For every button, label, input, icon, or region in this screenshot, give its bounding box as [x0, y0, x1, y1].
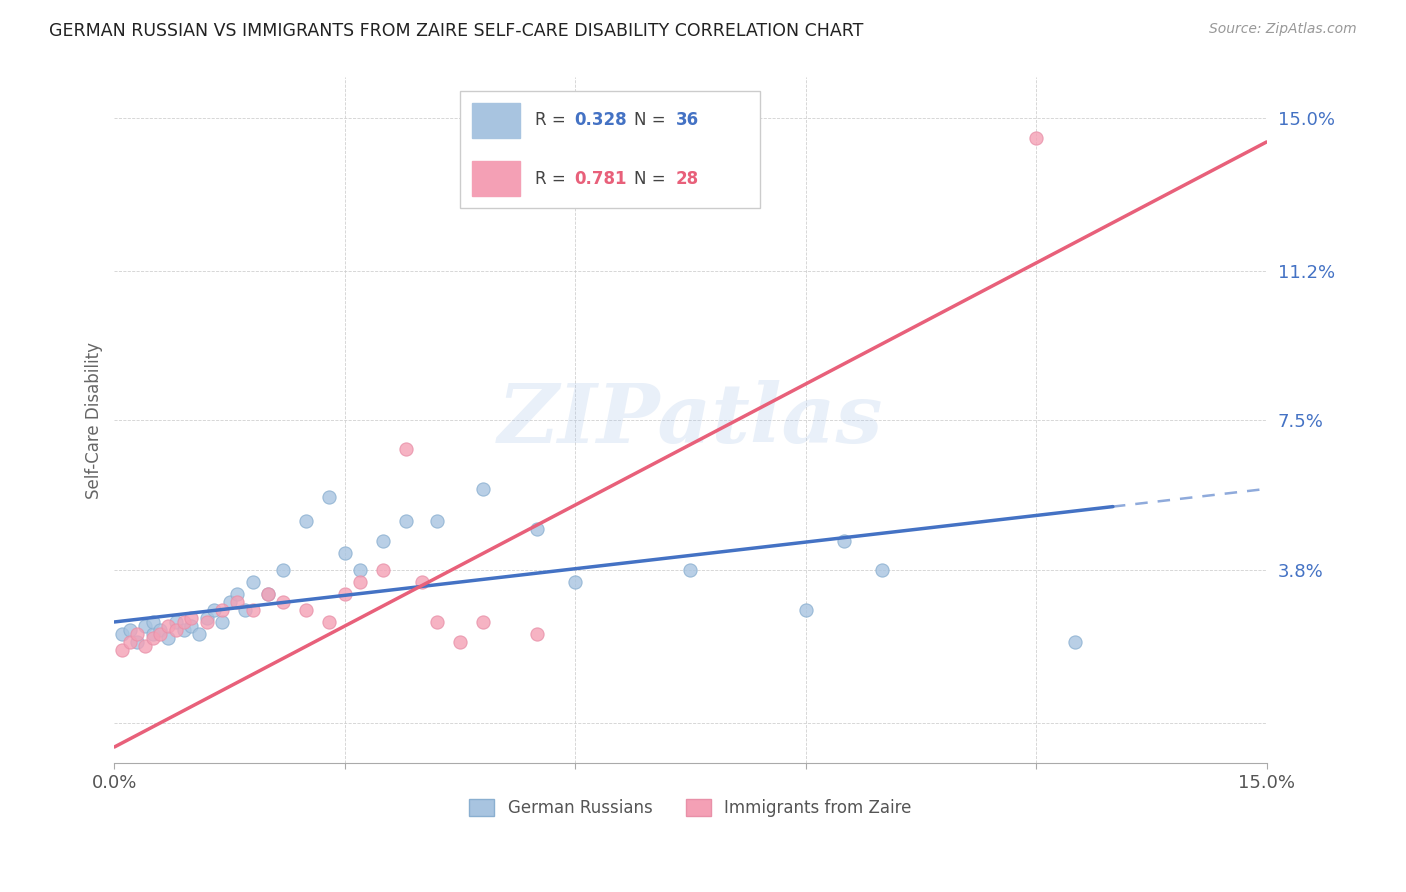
Point	[395, 514, 418, 528]
Point	[349, 574, 371, 589]
Point	[1063, 635, 1085, 649]
Point	[233, 603, 256, 617]
Point	[118, 635, 141, 649]
Point	[111, 627, 134, 641]
Point	[142, 631, 165, 645]
Point	[426, 514, 449, 528]
Point	[226, 587, 249, 601]
Point	[526, 522, 548, 536]
Point	[211, 603, 233, 617]
Point	[318, 615, 340, 629]
Point	[242, 574, 264, 589]
Point	[195, 615, 218, 629]
Point	[134, 639, 156, 653]
Point	[180, 619, 202, 633]
Point	[794, 603, 817, 617]
Point	[165, 615, 187, 629]
Point	[295, 603, 318, 617]
Point	[226, 595, 249, 609]
Point	[257, 587, 280, 601]
Point	[349, 562, 371, 576]
Point	[295, 514, 318, 528]
Point	[373, 562, 395, 576]
Point	[472, 615, 495, 629]
Point	[149, 627, 172, 641]
Point	[318, 490, 340, 504]
Point	[449, 635, 471, 649]
Point	[142, 615, 165, 629]
Point	[211, 615, 233, 629]
Point	[679, 562, 702, 576]
Point	[273, 562, 295, 576]
Point	[165, 623, 187, 637]
Point	[472, 482, 495, 496]
Point	[526, 627, 548, 641]
Point	[832, 534, 855, 549]
Point	[180, 611, 202, 625]
Point	[142, 627, 165, 641]
Point	[111, 643, 134, 657]
Point	[127, 627, 149, 641]
Point	[564, 574, 586, 589]
Text: GERMAN RUSSIAN VS IMMIGRANTS FROM ZAIRE SELF-CARE DISABILITY CORRELATION CHART: GERMAN RUSSIAN VS IMMIGRANTS FROM ZAIRE …	[49, 22, 863, 40]
Point	[218, 595, 240, 609]
Point	[202, 603, 225, 617]
Point	[242, 603, 264, 617]
Point	[333, 587, 356, 601]
Point	[187, 627, 209, 641]
Legend: German Russians, Immigrants from Zaire: German Russians, Immigrants from Zaire	[463, 792, 918, 823]
Point	[173, 615, 195, 629]
Point	[157, 631, 180, 645]
Text: ZIPatlas: ZIPatlas	[498, 380, 883, 460]
Point	[127, 635, 149, 649]
Point	[257, 587, 280, 601]
Point	[373, 534, 395, 549]
Point	[173, 623, 195, 637]
Point	[149, 623, 172, 637]
Point	[872, 562, 894, 576]
Point	[157, 619, 180, 633]
Text: Source: ZipAtlas.com: Source: ZipAtlas.com	[1209, 22, 1357, 37]
Point	[118, 623, 141, 637]
Point	[134, 619, 156, 633]
Y-axis label: Self-Care Disability: Self-Care Disability	[86, 342, 103, 499]
Point	[395, 442, 418, 456]
Point	[411, 574, 433, 589]
Point	[273, 595, 295, 609]
Point	[1025, 131, 1047, 145]
Point	[195, 611, 218, 625]
Point	[426, 615, 449, 629]
Point	[333, 546, 356, 560]
